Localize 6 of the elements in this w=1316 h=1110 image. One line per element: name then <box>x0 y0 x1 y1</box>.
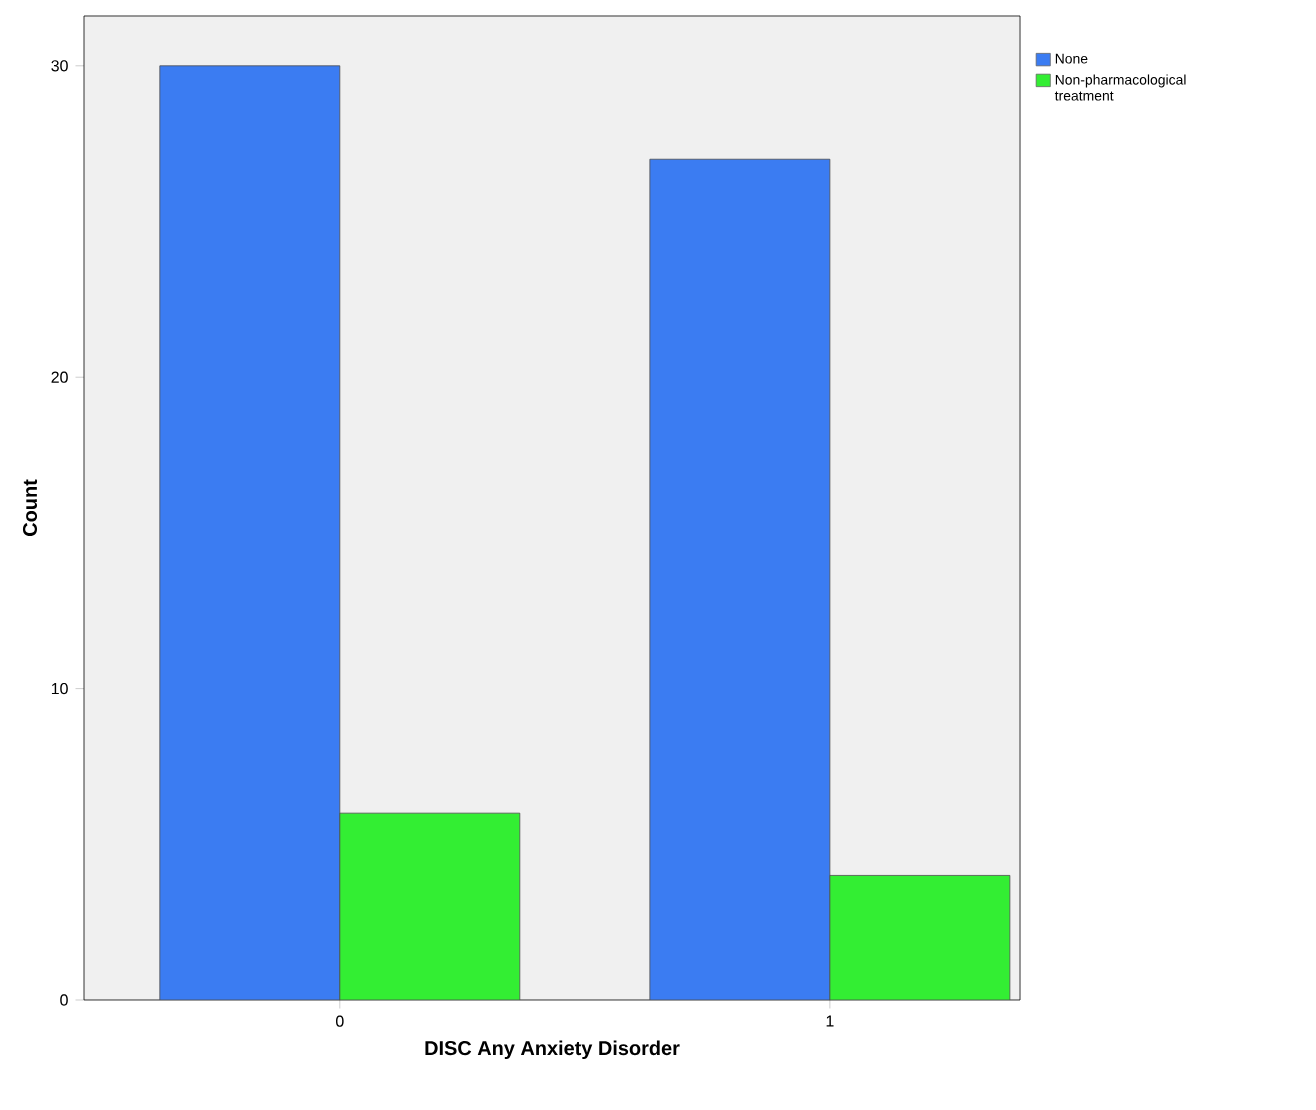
y-axis-title: Count <box>22 479 38 536</box>
bar <box>339 812 521 1000</box>
bar <box>649 158 831 1000</box>
bar <box>159 65 341 1000</box>
x-axis-title: DISC Any Anxiety Disorder <box>425 1040 680 1060</box>
bar <box>829 875 1011 1000</box>
